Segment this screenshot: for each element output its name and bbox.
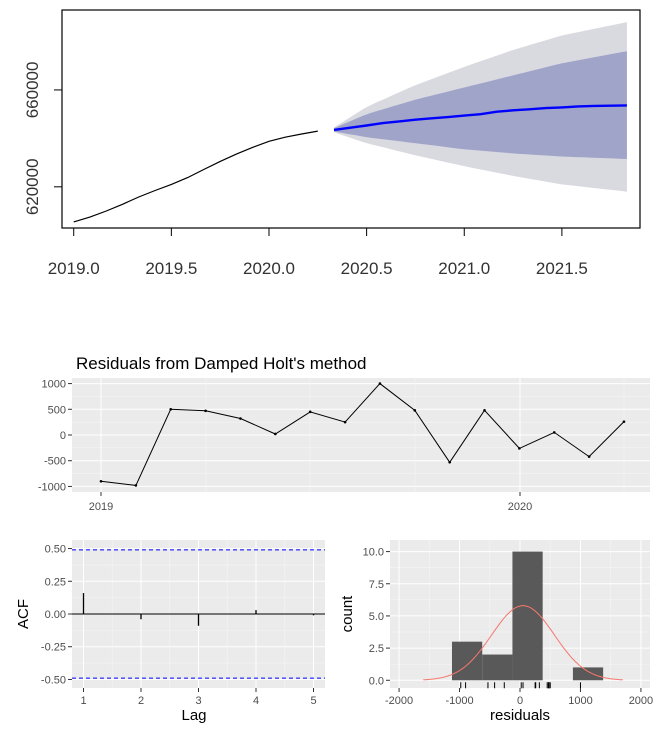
y-tick-label: 0.00 (45, 609, 66, 621)
y-tick-label: 10.0 (363, 547, 384, 559)
residual-point (204, 409, 207, 413)
x-tick-label: 3 (195, 695, 201, 707)
x-tick-label: -1000 (445, 695, 473, 707)
acf-x-axis: 1 2 3 4 5 (80, 688, 317, 707)
histogram-bars (451, 551, 604, 681)
residual-point (448, 460, 451, 464)
y-tick-label: -0.25 (41, 642, 66, 654)
histogram-x-axis-title: residuals (490, 707, 550, 724)
acf-y-axis: 0.50 0.25 0.00 -0.25 -0.50 (41, 544, 72, 686)
x-tick-label: -2000 (385, 695, 413, 707)
interval-80-area (334, 51, 627, 160)
residual-point (413, 409, 417, 412)
y-tick-label: 500 (48, 404, 66, 416)
acf-plot: 0.50 0.25 0.00 -0.25 -0.50 1 2 3 4 5 Lag ACF (15, 540, 325, 724)
residuals-line (100, 382, 625, 486)
acf-bars (72, 593, 325, 626)
x-tick-label: 2019 (89, 501, 113, 513)
y-tick-label: 620000 (23, 158, 42, 215)
y-tick-label: 7.5 (369, 579, 384, 591)
histogram-bar (451, 641, 483, 681)
x-tick-label: 2020 (508, 501, 532, 513)
x-tick-label: 2019.0 (48, 259, 100, 278)
residual-point (587, 455, 591, 458)
residual-point (274, 432, 277, 436)
x-tick-label: 2020.0 (243, 259, 295, 278)
residual-point (134, 484, 138, 487)
residuals-time-plot: Residuals from Damped Holt's method 1000… (38, 354, 650, 513)
residual-point (622, 420, 626, 423)
x-tick-label: 1000 (568, 695, 592, 707)
x-tick-label: 4 (253, 695, 259, 707)
histogram-x-axis: -2000 -1000 0 1000 2000 (385, 688, 653, 707)
histogram-bar (572, 667, 604, 681)
x-tick-label: 2 (138, 695, 144, 707)
x-tick-label: 5 (310, 695, 316, 707)
residual-point (169, 407, 173, 411)
histogram-y-axis-title: count (339, 595, 356, 633)
residual-point (239, 417, 242, 420)
residuals-y-axis: 1000 500 0 -500 -1000 (38, 379, 72, 493)
histogram-y-axis: 0.0 2.5 5.0 7.5 10.0 (363, 547, 390, 687)
residual-point (518, 447, 521, 450)
x-tick-label: 2000 (629, 695, 653, 707)
y-tick-label: -1000 (38, 481, 66, 493)
histogram-bar (482, 654, 513, 681)
y-tick-label: 1000 (42, 379, 66, 391)
residual-point (378, 382, 382, 385)
residuals-grid (72, 378, 650, 492)
y-tick-label: 0.25 (45, 576, 66, 588)
y-tick-label: 0.0 (369, 675, 384, 687)
x-tick-label: 2019.5 (145, 259, 197, 278)
histogram-rug (460, 682, 581, 689)
acf-confidence-lines (72, 549, 325, 679)
y-tick-label: 0.50 (45, 544, 66, 556)
histogram-bar (512, 551, 543, 681)
residuals-histogram: 0.0 2.5 5.0 7.5 10.0 -2000 -1000 0 1000 2000 res… (339, 540, 653, 724)
residual-point (552, 431, 556, 434)
acf-x-axis-title: Lag (181, 707, 206, 724)
forecast-plot-frame (61, 9, 641, 229)
y-tick-label: -0.50 (41, 674, 66, 686)
forecast-y-axis: 620000 660000 (23, 62, 62, 215)
residual-point (483, 409, 486, 412)
y-tick-label: -500 (44, 456, 66, 468)
residuals-title: Residuals from Damped Holt's method (76, 354, 366, 373)
forecast-interval-80 (334, 51, 627, 160)
residual-point (343, 420, 347, 424)
x-tick-label: 2021.0 (438, 259, 490, 278)
x-tick-label: 0 (517, 695, 523, 707)
y-tick-label: 5.0 (369, 611, 384, 623)
residuals-points (99, 382, 626, 487)
x-tick-label: 1 (80, 695, 86, 707)
observed-series-line (73, 130, 318, 223)
x-tick-label: 2020.5 (341, 259, 393, 278)
y-tick-label: 660000 (23, 62, 42, 119)
y-tick-label: 0 (60, 430, 66, 442)
x-tick-label: 2021.5 (536, 259, 588, 278)
residuals-x-axis: 2019 2020 (89, 492, 532, 513)
residual-point (308, 410, 312, 414)
histogram-density-curve (423, 605, 623, 681)
y-tick-label: 2.5 (369, 643, 384, 655)
forecast-mean-line (333, 104, 627, 132)
acf-y-axis-title: ACF (15, 599, 32, 629)
forecast-x-axis: 2019.0 2019.5 2020.0 2020.5 2021.0 2021.5 (48, 228, 588, 278)
forecast-chart: 2019.0 2019.5 2020.0 2020.5 2021.0 2021.5 620… (23, 9, 641, 278)
residual-point (99, 479, 103, 483)
